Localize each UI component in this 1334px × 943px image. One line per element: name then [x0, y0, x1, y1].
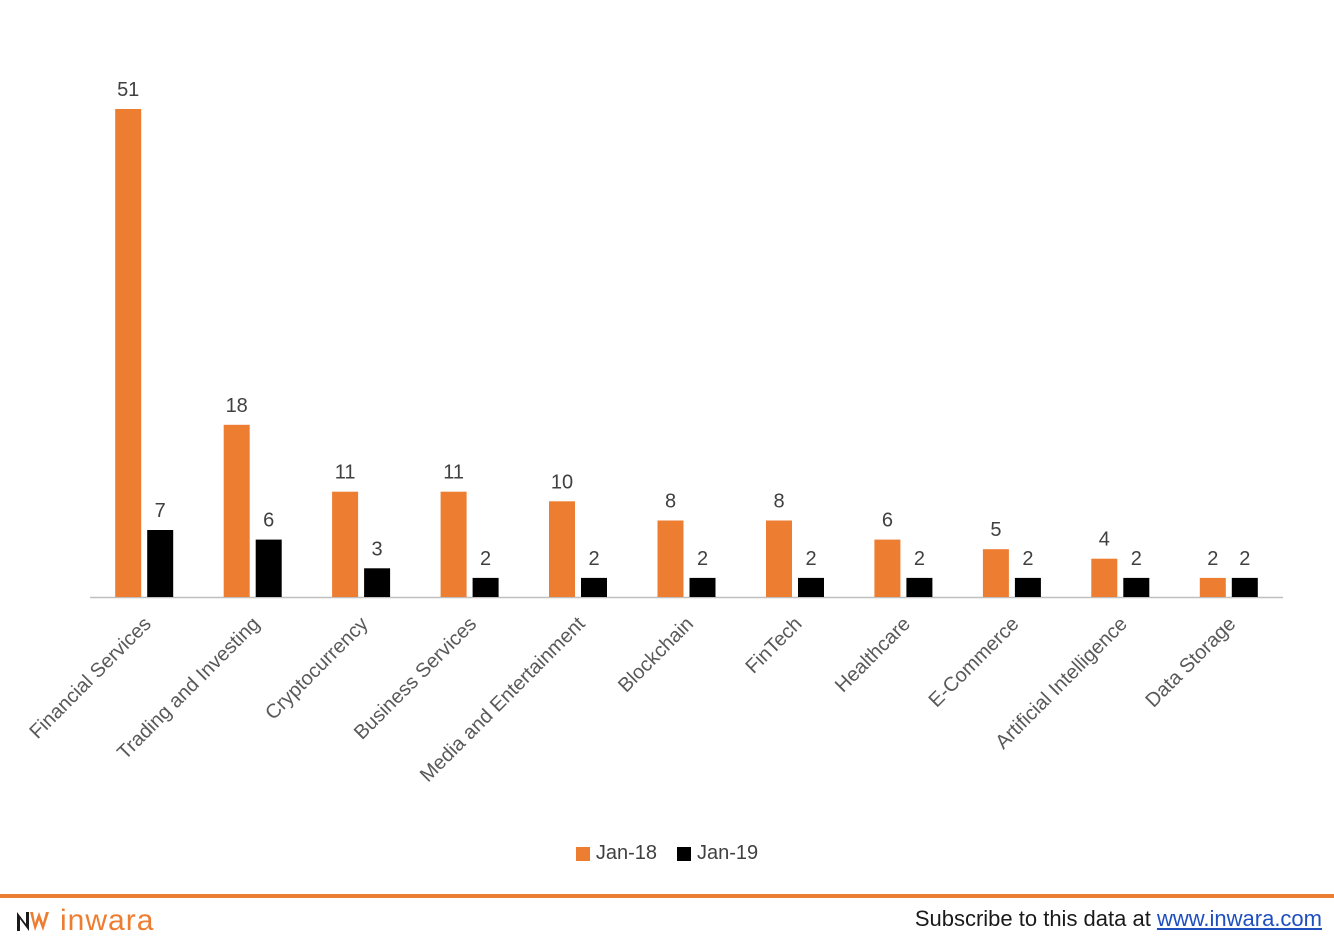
bar-jan-19-e-commerce — [1014, 577, 1041, 597]
bar-jan-18-media-and-entertainment — [549, 501, 575, 597]
data-label-jan-19-media-and-entertainment: 2 — [588, 548, 599, 570]
bar-jan-19-business-services — [472, 577, 499, 597]
legend-label-jan-18: Jan-18 — [595, 842, 657, 864]
bar-jan-18-cryptocurrency — [332, 491, 359, 597]
data-label-jan-19-fintech: 2 — [805, 548, 816, 570]
legend-item-jan-19: Jan-19 — [677, 842, 758, 865]
bar-jan-18-business-services — [440, 491, 467, 597]
data-label-jan-18-business-services: 11 — [443, 462, 464, 484]
bar-jan-18-financial-services — [115, 109, 142, 597]
data-label-jan-18-blockchain: 8 — [665, 491, 676, 513]
bar-jan-19-cryptocurrency — [364, 568, 391, 597]
category-label-cryptocurrency: Cryptocurrency — [261, 613, 372, 724]
data-label-jan-19-blockchain: 2 — [697, 548, 708, 570]
data-label-jan-19-data-storage: 2 — [1239, 548, 1250, 570]
inwara-logo-icon — [17, 912, 49, 931]
bar-jan-19-media-and-entertainment — [581, 577, 607, 597]
data-label-jan-18-e-commerce: 5 — [990, 519, 1001, 541]
bar-jan-19-fintech — [798, 577, 824, 597]
category-label-blockchain: Blockchain — [614, 613, 698, 697]
data-label-jan-19-trading-and-investing: 6 — [263, 510, 274, 532]
data-label-jan-18-artificial-intelligence: 4 — [1099, 529, 1110, 551]
legend-swatch-jan-18 — [575, 846, 590, 861]
category-label-e-commerce: E-Commerce — [925, 613, 1024, 712]
legend-item-jan-18: Jan-18 — [575, 842, 657, 865]
data-label-jan-18-trading-and-investing: 18 — [226, 395, 248, 417]
legend-label-jan-19: Jan-19 — [697, 842, 759, 864]
data-label-jan-18-cryptocurrency: 11 — [335, 462, 356, 484]
data-label-jan-18-financial-services: 51 — [117, 79, 139, 101]
bar-jan-18-data-storage — [1199, 577, 1226, 597]
data-label-jan-19-cryptocurrency: 3 — [372, 538, 383, 560]
data-label-jan-19-business-services: 2 — [480, 548, 491, 570]
data-label-jan-19-e-commerce: 2 — [1022, 548, 1033, 570]
bar-jan-19-artificial-intelligence — [1123, 577, 1150, 597]
data-label-jan-18-data-storage: 2 — [1207, 548, 1218, 570]
footer-divider — [0, 894, 1334, 898]
brand-name: inwara — [60, 904, 155, 937]
bar-jan-18-artificial-intelligence — [1091, 558, 1118, 597]
category-label-fintech: FinTech — [741, 613, 806, 678]
category-label-data-storage: Data Storage — [1141, 613, 1240, 712]
bar-jan-18-trading-and-investing — [223, 424, 250, 597]
bar-jan-19-healthcare — [906, 577, 933, 597]
bar-jan-19-financial-services — [147, 530, 174, 597]
bar-jan-18-fintech — [766, 520, 792, 597]
bar-jan-18-e-commerce — [982, 549, 1009, 597]
data-label-jan-18-fintech: 8 — [773, 491, 784, 513]
data-label-jan-18-healthcare: 6 — [882, 510, 893, 532]
brand-logo: inwara — [16, 903, 154, 939]
data-label-jan-19-financial-services: 7 — [155, 500, 166, 522]
subscribe-notice: Subscribe to this data at www.inwara.com — [915, 906, 1322, 932]
subscribe-text: Subscribe to this data at — [914, 906, 1157, 931]
legend-swatch-jan-19 — [677, 846, 691, 861]
bar-jan-18-blockchain — [657, 520, 684, 597]
subscribe-link[interactable]: www.inwara.com — [1156, 906, 1322, 931]
bar-jan-18-healthcare — [874, 539, 901, 597]
category-label-healthcare: Healthcare — [831, 613, 915, 697]
bar-jan-19-blockchain — [689, 577, 716, 597]
bar-jan-19-trading-and-investing — [255, 539, 282, 597]
legend: Jan-18 Jan-19 — [0, 842, 1334, 865]
category-label-financial-services: Financial Services — [25, 613, 155, 743]
data-label-jan-19-artificial-intelligence: 2 — [1131, 548, 1142, 570]
bar-jan-19-data-storage — [1231, 577, 1258, 597]
data-label-jan-19-healthcare: 2 — [914, 548, 925, 570]
data-label-jan-18-media-and-entertainment: 10 — [551, 471, 573, 493]
